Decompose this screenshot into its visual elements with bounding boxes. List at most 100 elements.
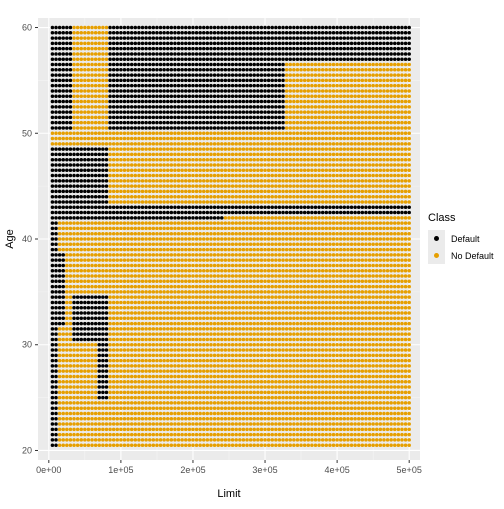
point-no-default (76, 243, 80, 247)
point-no-default (274, 184, 278, 188)
point-no-default (134, 301, 138, 305)
point-no-default (332, 338, 336, 342)
point-no-default (267, 327, 271, 331)
point-no-default (379, 295, 383, 299)
point-no-default (87, 428, 91, 432)
point-default (162, 216, 166, 220)
point-default (101, 364, 105, 368)
point-no-default (155, 264, 159, 268)
point-no-default (141, 385, 145, 389)
point-no-default (339, 264, 343, 268)
point-no-default (202, 412, 206, 416)
point-no-default (346, 385, 350, 389)
point-no-default (310, 269, 314, 273)
point-no-default (188, 200, 192, 204)
point-default (404, 206, 408, 210)
point-no-default (227, 433, 231, 437)
point-no-default (220, 306, 224, 310)
point-no-default (213, 380, 217, 384)
point-no-default (105, 285, 109, 289)
point-no-default (350, 216, 354, 220)
point-no-default (317, 396, 321, 400)
point-no-default (126, 354, 130, 358)
point-default (72, 311, 76, 315)
point-no-default (307, 221, 311, 225)
point-no-default (260, 243, 264, 247)
point-no-default (87, 364, 91, 368)
point-no-default (94, 243, 98, 247)
point-no-default (303, 359, 307, 363)
point-default (278, 211, 282, 215)
point-no-default (162, 364, 166, 368)
point-no-default (155, 290, 159, 294)
point-no-default (198, 406, 202, 410)
point-no-default (346, 190, 350, 194)
point-no-default (271, 332, 275, 336)
point-no-default (346, 338, 350, 342)
point-no-default (141, 417, 145, 421)
point-no-default (148, 200, 152, 204)
point-no-default (404, 443, 408, 447)
point-default (371, 206, 375, 210)
point-default (87, 206, 91, 210)
point-no-default (130, 269, 134, 273)
point-no-default (170, 348, 174, 352)
point-no-default (242, 306, 246, 310)
point-no-default (357, 396, 361, 400)
point-no-default (292, 248, 296, 252)
point-no-default (339, 301, 343, 305)
point-no-default (389, 269, 393, 273)
point-no-default (227, 422, 231, 426)
point-no-default (256, 433, 260, 437)
point-no-default (148, 285, 152, 289)
point-no-default (350, 359, 354, 363)
point-no-default (343, 438, 347, 442)
point-no-default (346, 311, 350, 315)
point-no-default (213, 243, 217, 247)
point-no-default (339, 285, 343, 289)
point-no-default (339, 433, 343, 437)
point-no-default (202, 354, 206, 358)
point-no-default (314, 322, 318, 326)
point-no-default (98, 443, 102, 447)
point-no-default (245, 359, 249, 363)
point-no-default (346, 332, 350, 336)
point-no-default (310, 332, 314, 336)
point-no-default (321, 301, 325, 305)
point-no-default (130, 417, 134, 421)
point-no-default (249, 190, 253, 194)
point-default (339, 211, 343, 215)
point-no-default (144, 311, 148, 315)
point-no-default (321, 327, 325, 331)
point-no-default (314, 264, 318, 268)
point-no-default (191, 406, 195, 410)
point-default (51, 295, 55, 299)
point-no-default (339, 253, 343, 256)
point-no-default (209, 354, 213, 358)
point-no-default (180, 443, 184, 447)
point-default (159, 216, 163, 220)
point-no-default (310, 311, 314, 315)
point-default (126, 206, 130, 210)
point-no-default (371, 248, 375, 252)
point-no-default (231, 401, 235, 405)
point-no-default (357, 406, 361, 410)
point-no-default (123, 322, 127, 326)
point-no-default (263, 274, 267, 278)
point-no-default (389, 417, 393, 421)
point-no-default (357, 269, 361, 273)
point-no-default (134, 258, 138, 262)
point-no-default (321, 391, 325, 395)
point-no-default (90, 253, 94, 256)
point-no-default (213, 428, 217, 432)
point-no-default (152, 301, 156, 305)
point-no-default (375, 285, 379, 289)
point-default (116, 211, 120, 215)
point-no-default (231, 269, 235, 273)
point-no-default (263, 332, 267, 336)
point-no-default (375, 274, 379, 278)
point-default (368, 211, 372, 215)
point-default (126, 211, 130, 215)
point-no-default (224, 317, 228, 321)
point-no-default (213, 195, 217, 199)
